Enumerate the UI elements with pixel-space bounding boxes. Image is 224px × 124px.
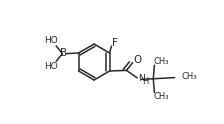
Text: HO: HO: [44, 62, 57, 71]
Text: CH₃: CH₃: [181, 72, 197, 81]
Text: CH₃: CH₃: [153, 57, 169, 66]
Text: HO: HO: [44, 36, 57, 45]
Text: F: F: [112, 38, 118, 48]
Text: N: N: [138, 74, 145, 83]
Text: CH₃: CH₃: [153, 92, 169, 101]
Text: H: H: [142, 77, 148, 86]
Text: B: B: [60, 48, 67, 58]
Text: O: O: [133, 55, 141, 65]
